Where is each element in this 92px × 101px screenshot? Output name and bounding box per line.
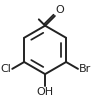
Text: Br: Br	[79, 64, 91, 74]
Text: Cl: Cl	[1, 64, 12, 74]
Text: O: O	[56, 5, 64, 15]
Text: OH: OH	[37, 87, 54, 97]
